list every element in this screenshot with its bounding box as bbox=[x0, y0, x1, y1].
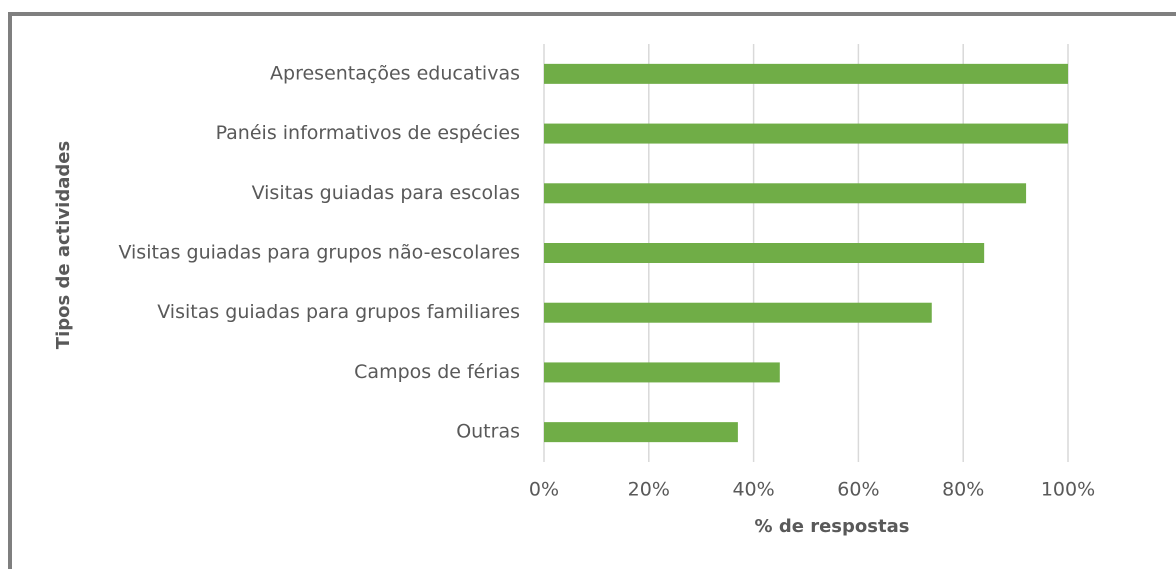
y-tick-label: Visitas guiadas para grupos familiares bbox=[157, 301, 520, 323]
x-tick-label: 80% bbox=[942, 479, 984, 501]
y-tick-label: Visitas guiadas para escolas bbox=[252, 182, 520, 204]
bar bbox=[544, 243, 985, 263]
y-tick-label: Outras bbox=[456, 421, 520, 443]
x-axis-title: % de respostas bbox=[755, 516, 910, 537]
x-tick-label: 40% bbox=[732, 479, 774, 501]
y-tick-label: Panéis informativos de espécies bbox=[216, 122, 520, 144]
bar bbox=[544, 422, 738, 443]
x-tick-label: 100% bbox=[1041, 479, 1095, 501]
bar bbox=[544, 302, 932, 323]
x-tick-label: 0% bbox=[529, 479, 559, 501]
x-tick-label: 20% bbox=[628, 479, 670, 501]
y-tick-label: Apresentações educativas bbox=[270, 62, 520, 84]
y-tick-label: Campos de férias bbox=[354, 361, 520, 383]
bar bbox=[544, 183, 1027, 204]
y-tick-label: Visitas guiadas para grupos não-escolare… bbox=[118, 242, 520, 264]
bar bbox=[544, 362, 780, 383]
bar bbox=[544, 123, 1068, 144]
chart-frame bbox=[8, 12, 1176, 569]
y-axis-title: Tipos de actividades bbox=[53, 141, 74, 349]
bar bbox=[544, 63, 1068, 84]
x-tick-label: 60% bbox=[837, 479, 879, 501]
